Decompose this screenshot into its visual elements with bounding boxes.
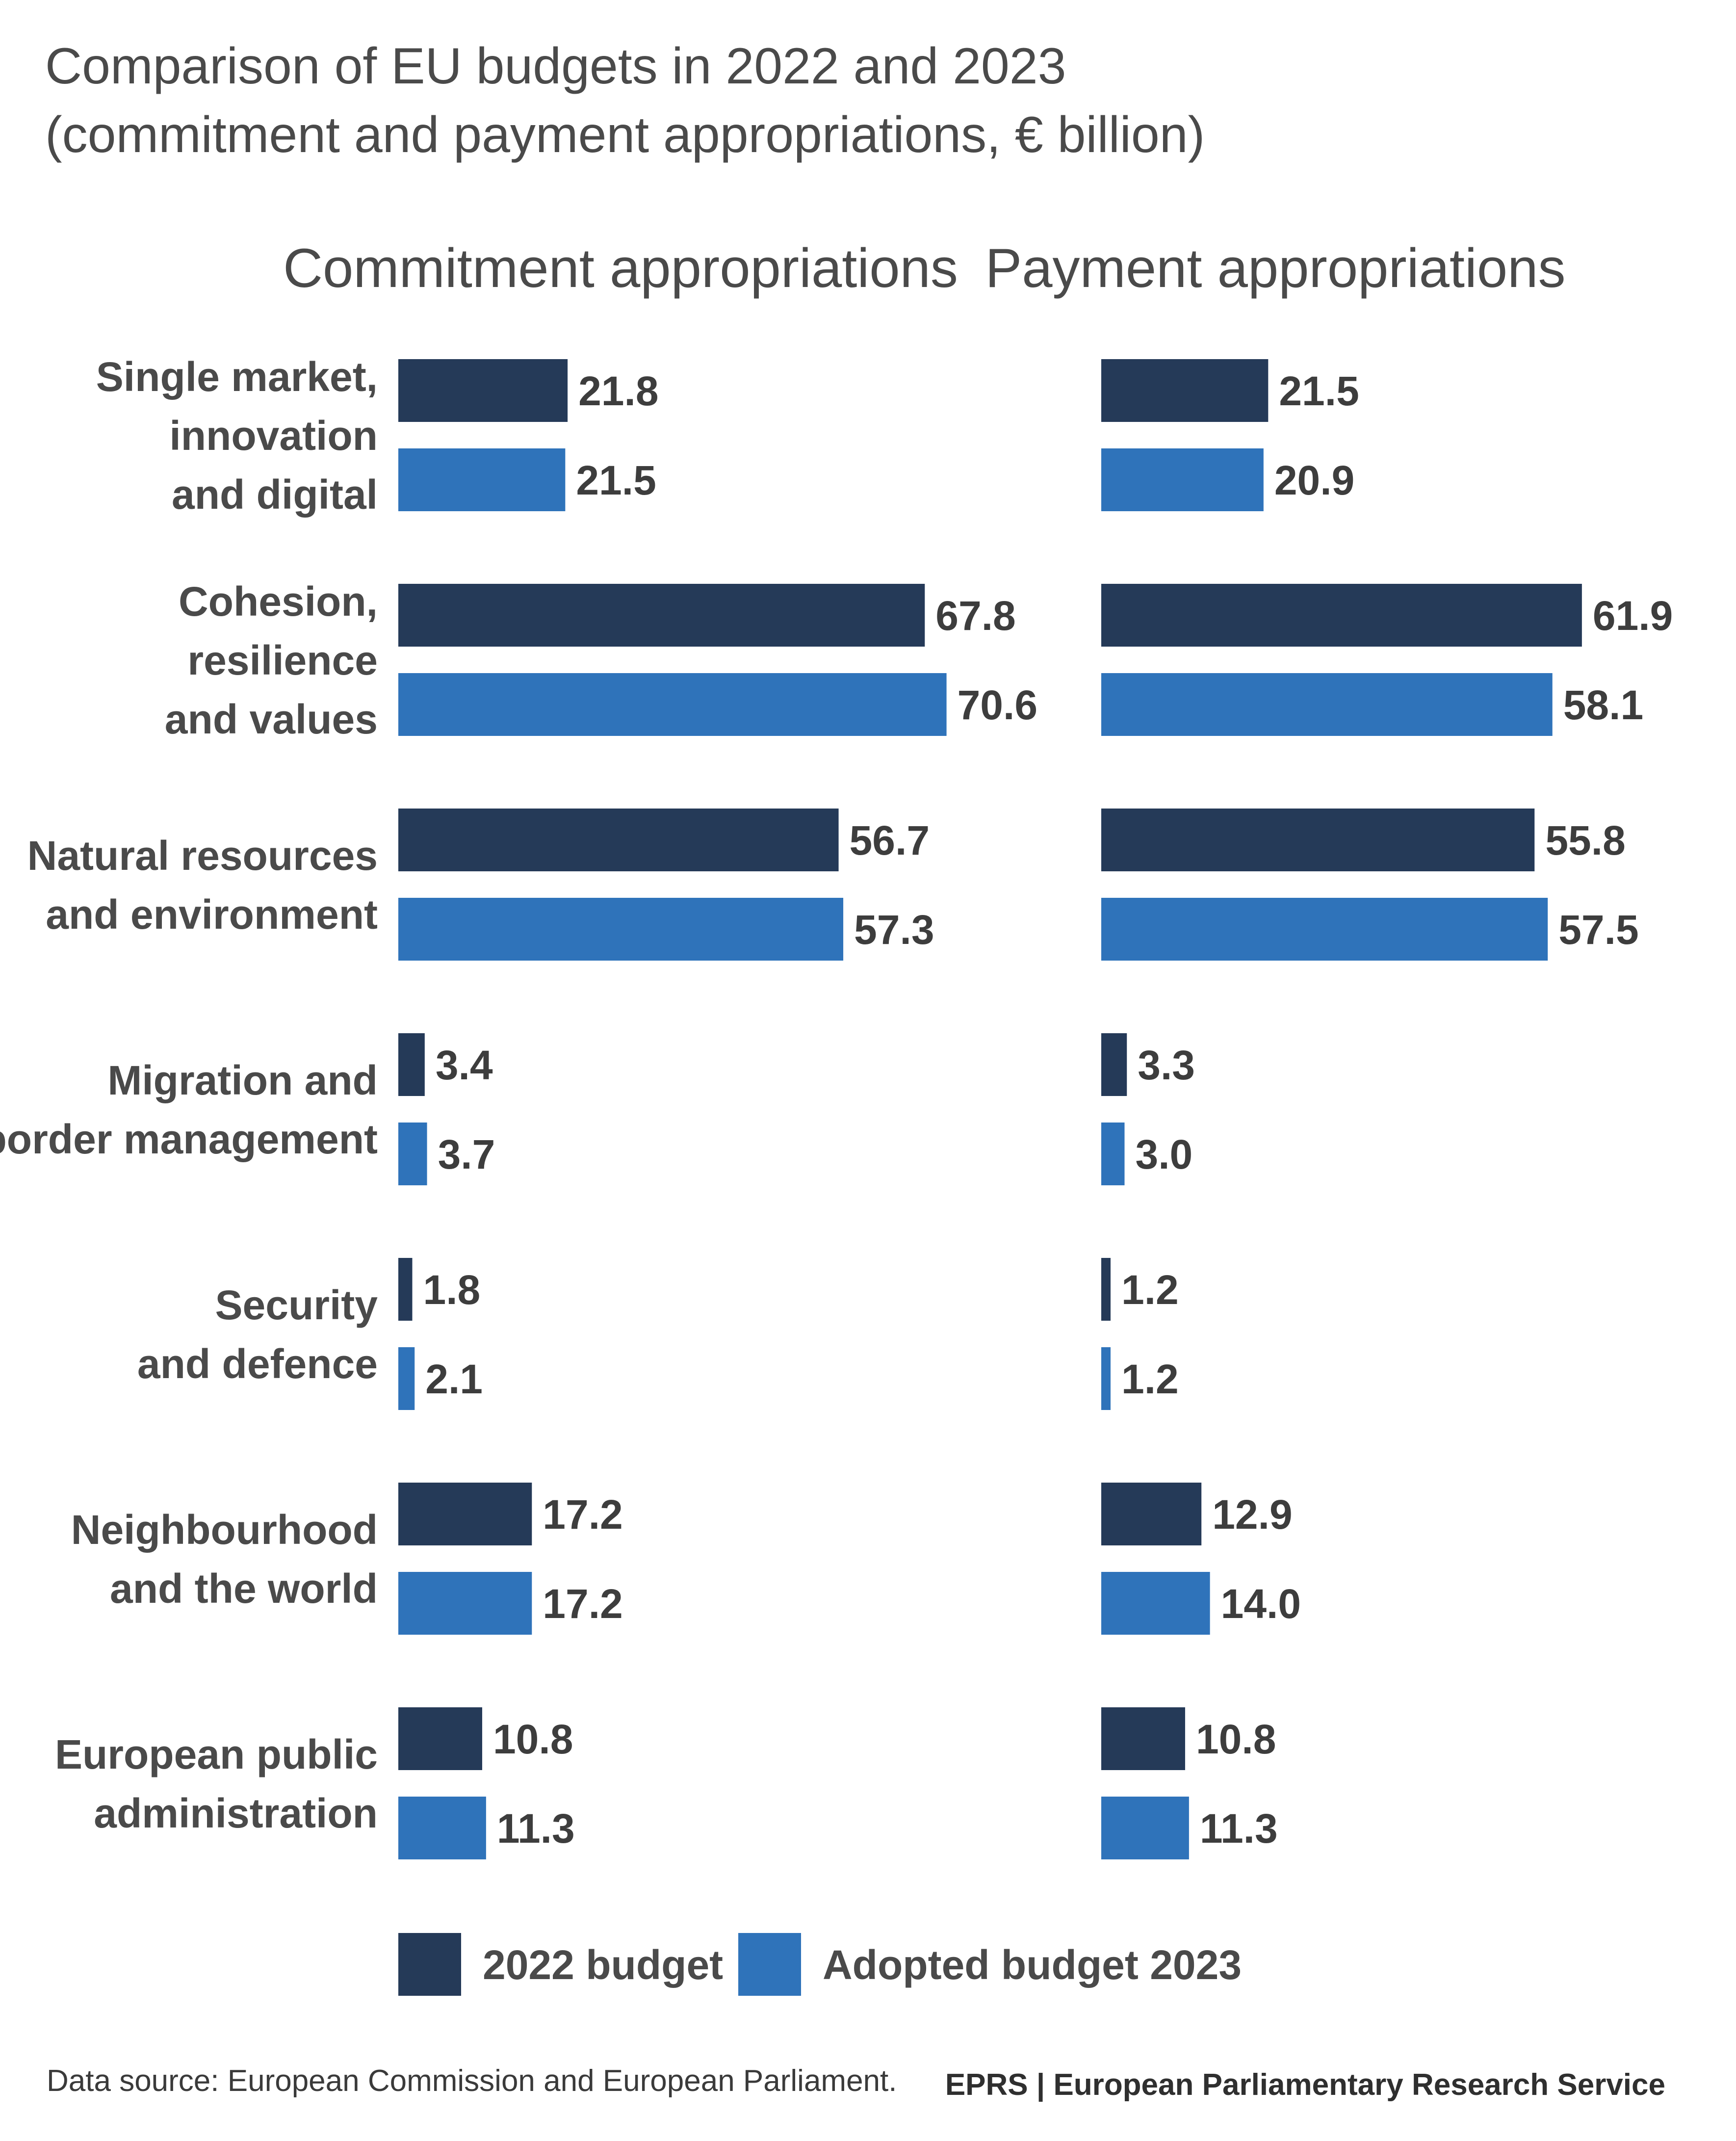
bar — [398, 359, 568, 422]
bar — [398, 809, 839, 871]
category-label: border management — [0, 1116, 378, 1162]
category-label: and values — [165, 696, 378, 742]
bar — [1101, 1123, 1125, 1185]
data-label: 56.7 — [850, 817, 930, 863]
data-label: 67.8 — [935, 593, 1015, 639]
data-label: 10.8 — [493, 1716, 573, 1762]
bar — [398, 448, 566, 511]
category-label: and environment — [46, 891, 378, 938]
bar — [1101, 898, 1548, 961]
chart-title-line2: (commitment and payment appropriations, … — [45, 106, 1205, 163]
data-label: 21.5 — [576, 457, 656, 503]
category-label: Cohesion, — [179, 578, 378, 625]
data-label: 10.8 — [1196, 1716, 1276, 1762]
data-label: 58.1 — [1563, 682, 1644, 728]
bar — [1101, 673, 1553, 736]
category-label: Security — [215, 1282, 378, 1328]
data-label: 12.9 — [1212, 1491, 1293, 1538]
data-label: 3.4 — [436, 1042, 493, 1088]
bar — [1101, 584, 1582, 647]
bar — [398, 1797, 486, 1859]
bar — [398, 1033, 425, 1096]
chart-marks: Commitment appropriations 21.8 67.8 56.7 3.4… — [0, 237, 1673, 1996]
data-label: 3.3 — [1138, 1042, 1195, 1088]
bar — [1101, 1797, 1189, 1859]
legend-swatch — [738, 1933, 801, 1996]
category-label: Neighbourhood — [71, 1507, 378, 1553]
data-label: 14.0 — [1221, 1581, 1301, 1627]
bar — [1101, 1483, 1202, 1545]
bar — [398, 1707, 482, 1770]
data-label: 61.9 — [1593, 593, 1673, 639]
category-label: and digital — [172, 471, 378, 518]
bar — [398, 584, 925, 647]
bar — [1101, 1258, 1111, 1321]
bar — [398, 1258, 413, 1321]
data-label: 11.3 — [497, 1805, 575, 1852]
data-label: 70.6 — [958, 682, 1038, 728]
category-label: and the world — [110, 1566, 378, 1612]
legend-label: 2022 budget — [483, 1942, 723, 1988]
bar — [398, 1572, 532, 1635]
data-label: 20.9 — [1274, 457, 1355, 503]
bar — [398, 673, 947, 736]
bar — [1101, 359, 1269, 422]
category-label: innovation — [169, 413, 378, 459]
bar — [1101, 1033, 1127, 1096]
legend-label: Adopted budget 2023 — [823, 1942, 1242, 1988]
data-label: 21.5 — [1279, 368, 1359, 414]
panel-title: Commitment appropriations — [283, 237, 958, 299]
category-label: European public — [55, 1731, 378, 1777]
chart-title-line1: Comparison of EU budgets in 2022 and 202… — [45, 38, 1066, 95]
category-label: Natural resources — [27, 833, 378, 879]
bar — [398, 1347, 415, 1410]
legend-swatch — [398, 1933, 461, 1996]
bar — [398, 1123, 427, 1185]
bar — [398, 1483, 532, 1545]
category-label: resilience — [187, 637, 378, 683]
data-label: 3.7 — [438, 1131, 495, 1177]
data-label: 1.8 — [423, 1267, 480, 1313]
eprs-branding: EPRS | European Parliamentary Research S… — [945, 2068, 1665, 2102]
data-label: 2.1 — [425, 1356, 483, 1402]
data-label: 21.8 — [578, 368, 659, 414]
category-label: Migration and — [107, 1057, 378, 1103]
data-label: 57.5 — [1558, 907, 1639, 953]
data-source-note: Data source: European Commission and Eur… — [47, 2064, 897, 2098]
panel-title: Payment appropriations — [985, 237, 1566, 299]
bar — [1101, 448, 1264, 511]
data-label: 57.3 — [854, 907, 934, 953]
category-label: and defence — [137, 1341, 378, 1387]
bar — [1101, 1347, 1111, 1410]
data-label: 1.2 — [1121, 1356, 1179, 1402]
bar — [1101, 809, 1535, 871]
bar — [398, 898, 844, 961]
data-label: 17.2 — [543, 1581, 623, 1627]
data-label: 17.2 — [543, 1491, 623, 1538]
bar — [1101, 1572, 1210, 1635]
category-label: Single market, — [96, 354, 378, 400]
data-label: 55.8 — [1545, 817, 1626, 863]
category-label: administration — [94, 1790, 378, 1836]
data-label: 3.0 — [1135, 1131, 1192, 1177]
bar — [1101, 1707, 1185, 1770]
data-label: 1.2 — [1121, 1267, 1179, 1313]
data-label: 11.3 — [1200, 1805, 1278, 1852]
